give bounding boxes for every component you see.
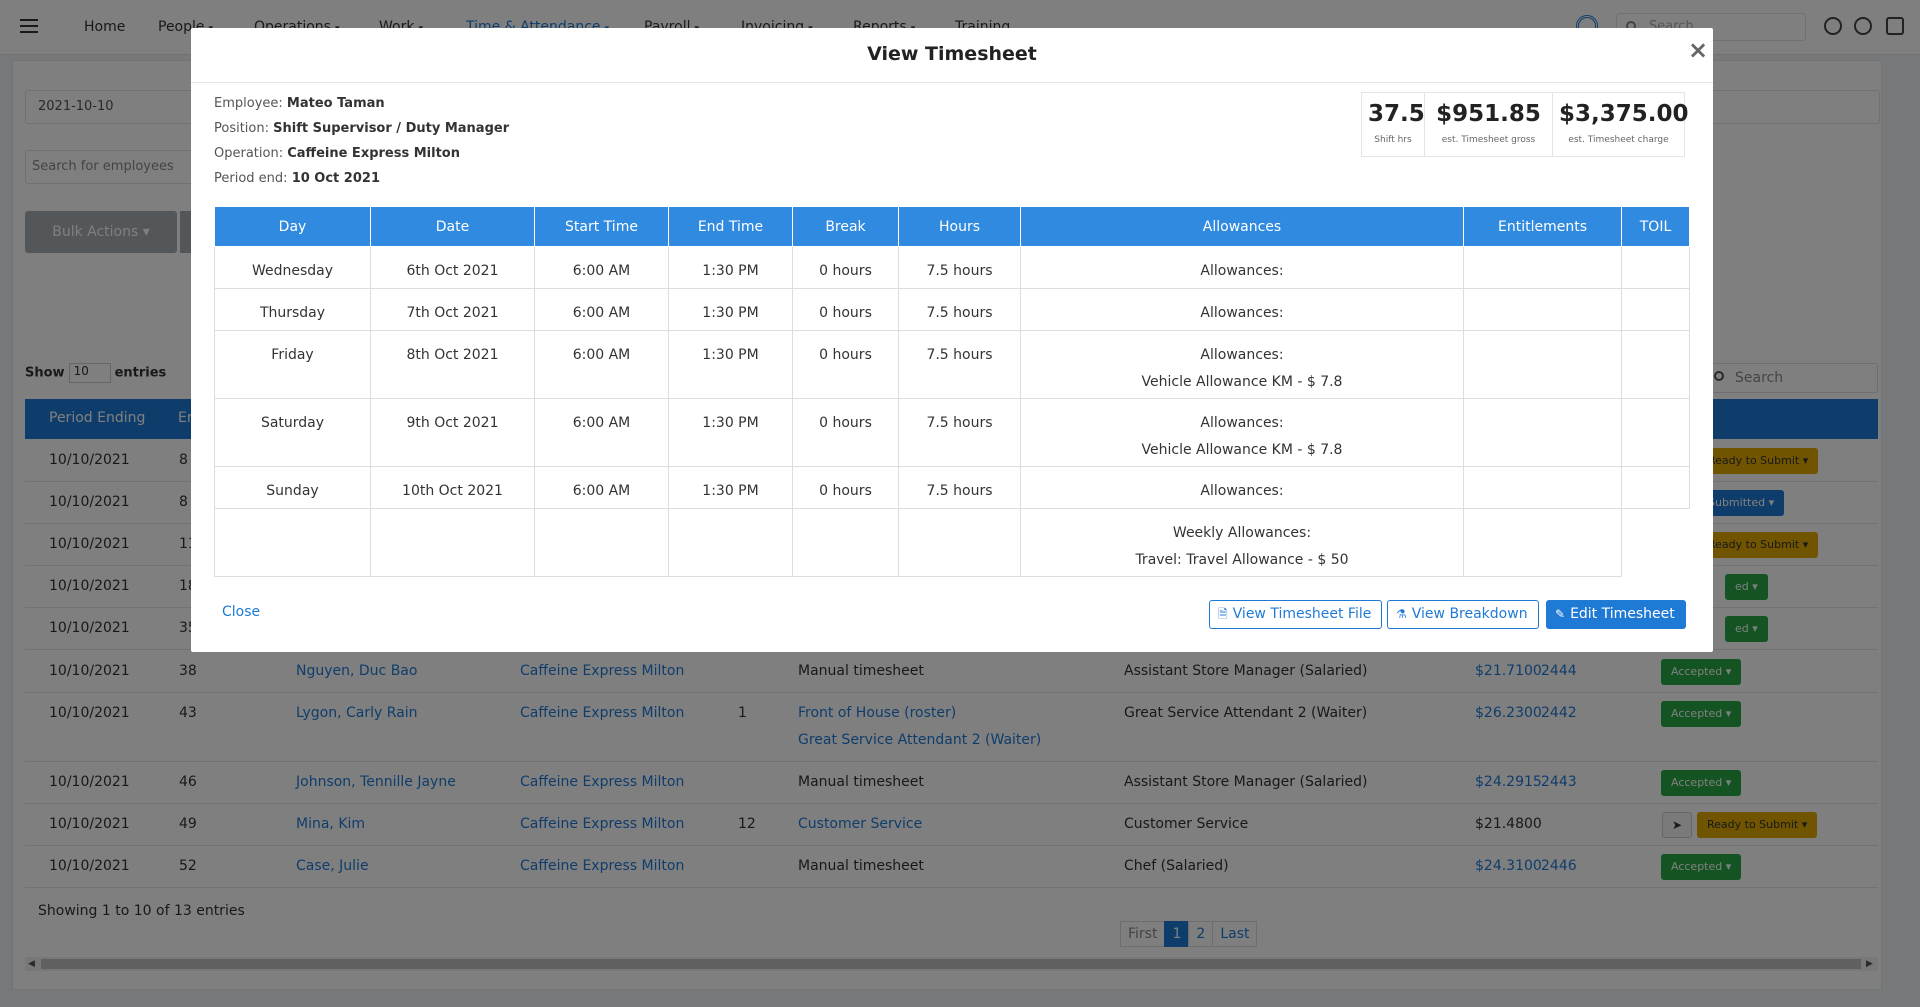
- weekly-allowances-row: Weekly Allowances: Travel: Travel Allowan…: [214, 508, 1690, 577]
- toil-cell: [1621, 288, 1690, 331]
- day-cell: Thursday: [214, 288, 371, 331]
- entitlements-cell: [1463, 288, 1622, 331]
- table-row: Sunday 10th Oct 2021 6:00 AM 1:30 PM 0 h…: [214, 466, 1690, 509]
- empty-cell: [668, 508, 793, 577]
- end-time-cell: 1:30 PM: [668, 246, 793, 289]
- day-cell: Saturday: [214, 398, 371, 467]
- timesheet-summary: 37.5 Shift hrs $951.85 est. Timesheet gr…: [1361, 92, 1689, 157]
- allowances-cell: Allowances:: [1020, 466, 1464, 509]
- weekly-allowances-cell: Weekly Allowances: Travel: Travel Allowan…: [1020, 508, 1464, 577]
- column-header: Break: [792, 206, 899, 247]
- employee-info: Employee: Mateo Taman: [214, 96, 385, 111]
- timesheet-charge-stat: $3,375.00 est. Timesheet charge: [1559, 101, 1689, 145]
- break-cell: 0 hours: [792, 330, 899, 399]
- toil-cell: [1621, 398, 1690, 467]
- break-cell: 0 hours: [792, 246, 899, 289]
- shift-hours-stat: 37.5 Shift hrs: [1362, 93, 1425, 156]
- table-row: Friday 8th Oct 2021 6:00 AM 1:30 PM 0 ho…: [214, 330, 1690, 399]
- allowances-cell: Allowances:: [1020, 246, 1464, 289]
- empty-cell: [1463, 508, 1622, 577]
- end-time-cell: 1:30 PM: [668, 398, 793, 467]
- date-cell: 10th Oct 2021: [370, 466, 535, 509]
- allowances-cell: Allowances: Vehicle Allowance KM - $ 7.8: [1020, 330, 1464, 399]
- empty-cell: [1622, 509, 1690, 577]
- toil-cell: [1621, 466, 1690, 509]
- allowances-cell: Allowances:: [1020, 288, 1464, 331]
- column-header: End Time: [668, 206, 793, 247]
- start-time-cell: 6:00 AM: [534, 246, 669, 289]
- operation-info: Operation: Caffeine Express Milton: [214, 146, 460, 161]
- modal-title: View Timesheet: [867, 43, 1037, 65]
- view-timesheet-file-button[interactable]: 🗎 View Timesheet File: [1209, 600, 1383, 629]
- flask-icon: ⚗: [1396, 607, 1407, 621]
- empty-cell: [214, 508, 371, 577]
- hours-cell: 7.5 hours: [898, 398, 1021, 467]
- start-time-cell: 6:00 AM: [534, 330, 669, 399]
- end-time-cell: 1:30 PM: [668, 330, 793, 399]
- hours-cell: 7.5 hours: [898, 330, 1021, 399]
- column-header: Day: [214, 206, 371, 247]
- start-time-cell: 6:00 AM: [534, 466, 669, 509]
- hours-cell: 7.5 hours: [898, 466, 1021, 509]
- timesheet-table: Day Date Start Time End Time Break Hours…: [214, 206, 1690, 577]
- date-cell: 9th Oct 2021: [370, 398, 535, 467]
- empty-cell: [792, 508, 899, 577]
- start-time-cell: 6:00 AM: [534, 288, 669, 331]
- table-row: Wednesday 6th Oct 2021 6:00 AM 1:30 PM 0…: [214, 246, 1690, 289]
- column-header: Hours: [898, 206, 1021, 247]
- column-header: Allowances: [1020, 206, 1464, 247]
- edit-timesheet-button[interactable]: ✎ Edit Timesheet: [1546, 600, 1686, 629]
- file-icon: 🗎: [1218, 607, 1228, 621]
- day-cell: Friday: [214, 330, 371, 399]
- pencil-icon: ✎: [1555, 607, 1566, 621]
- day-cell: Wednesday: [214, 246, 371, 289]
- toil-cell: [1621, 330, 1690, 399]
- hours-cell: 7.5 hours: [898, 246, 1021, 289]
- table-row: Thursday 7th Oct 2021 6:00 AM 1:30 PM 0 …: [214, 288, 1690, 331]
- break-cell: 0 hours: [792, 466, 899, 509]
- period-end-info: Period end: 10 Oct 2021: [214, 171, 380, 186]
- empty-cell: [898, 508, 1021, 577]
- end-time-cell: 1:30 PM: [668, 288, 793, 331]
- empty-cell: [370, 508, 535, 577]
- column-header: Date: [370, 206, 535, 247]
- empty-cell: [534, 508, 669, 577]
- table-row: Saturday 9th Oct 2021 6:00 AM 1:30 PM 0 …: [214, 398, 1690, 467]
- entitlements-cell: [1463, 398, 1622, 467]
- date-cell: 8th Oct 2021: [370, 330, 535, 399]
- toil-cell: [1621, 246, 1690, 289]
- entitlements-cell: [1463, 246, 1622, 289]
- timesheet-header-row: Day Date Start Time End Time Break Hours…: [214, 206, 1690, 247]
- entitlements-cell: [1463, 330, 1622, 399]
- position-info: Position: Shift Supervisor / Duty Manage…: [214, 121, 510, 136]
- day-cell: Sunday: [214, 466, 371, 509]
- timesheet-gross-stat: $951.85 est. Timesheet gross: [1425, 93, 1553, 156]
- close-button[interactable]: Close: [222, 604, 261, 620]
- view-breakdown-button[interactable]: ⚗ View Breakdown: [1387, 600, 1539, 629]
- column-header: Entitlements: [1463, 206, 1622, 247]
- break-cell: 0 hours: [792, 288, 899, 331]
- view-timesheet-modal: View Timesheet × Employee: Mateo Taman P…: [191, 28, 1713, 652]
- end-time-cell: 1:30 PM: [668, 466, 793, 509]
- column-header: Start Time: [534, 206, 669, 247]
- break-cell: 0 hours: [792, 398, 899, 467]
- date-cell: 7th Oct 2021: [370, 288, 535, 331]
- hours-cell: 7.5 hours: [898, 288, 1021, 331]
- start-time-cell: 6:00 AM: [534, 398, 669, 467]
- entitlements-cell: [1463, 466, 1622, 509]
- date-cell: 6th Oct 2021: [370, 246, 535, 289]
- close-icon[interactable]: ×: [1688, 36, 1709, 64]
- allowances-cell: Allowances: Vehicle Allowance KM - $ 7.8: [1020, 398, 1464, 467]
- modal-header: View Timesheet ×: [191, 28, 1713, 83]
- column-header: TOIL: [1621, 206, 1690, 247]
